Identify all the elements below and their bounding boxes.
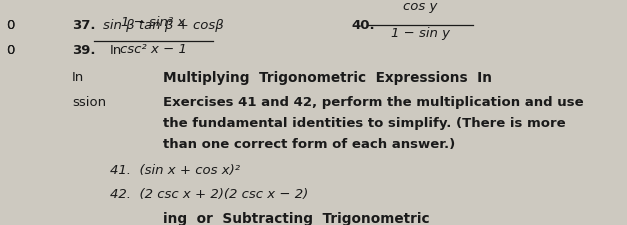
- Text: 40.: 40.: [351, 19, 375, 32]
- Text: In: In: [72, 71, 85, 84]
- Text: 37.: 37.: [72, 19, 95, 32]
- Text: 41.  (sin x + cos x)²: 41. (sin x + cos x)²: [110, 164, 240, 177]
- Text: 0: 0: [6, 19, 14, 32]
- Text: 0: 0: [6, 44, 14, 57]
- Text: ing  or  Subtracting  Trigonometric: ing or Subtracting Trigonometric: [163, 212, 429, 225]
- Text: 1 − sin² x: 1 − sin² x: [122, 16, 186, 29]
- Text: Multiplying  Trigonometric  Expressions  In: Multiplying Trigonometric Expressions In: [163, 71, 492, 85]
- Text: cosβ: cosβ: [273, 0, 303, 9]
- Text: Exercises 41 and 42, perform the multiplication and use: Exercises 41 and 42, perform the multipl…: [163, 96, 584, 109]
- Text: 42.  (2 csc x + 2)(2 csc x − 2): 42. (2 csc x + 2)(2 csc x − 2): [110, 188, 308, 201]
- Text: 0: 0: [6, 19, 14, 32]
- Text: 35.: 35.: [72, 0, 95, 9]
- Text: than one correct form of each answer.): than one correct form of each answer.): [163, 138, 455, 151]
- Text: ssion: ssion: [72, 96, 106, 109]
- Text: csc² x − 1: csc² x − 1: [120, 43, 187, 56]
- Text: 39.: 39.: [72, 44, 95, 57]
- Text: sin β tan β + cosβ: sin β tan β + cosβ: [103, 19, 224, 32]
- Text: cos y: cos y: [403, 0, 437, 13]
- Text: the fundamental identities to simplify. (There is more: the fundamental identities to simplify. …: [163, 117, 566, 130]
- Text: 1 − sin y: 1 − sin y: [391, 27, 450, 40]
- Text: 0: 0: [6, 44, 14, 57]
- Text: In: In: [110, 44, 122, 57]
